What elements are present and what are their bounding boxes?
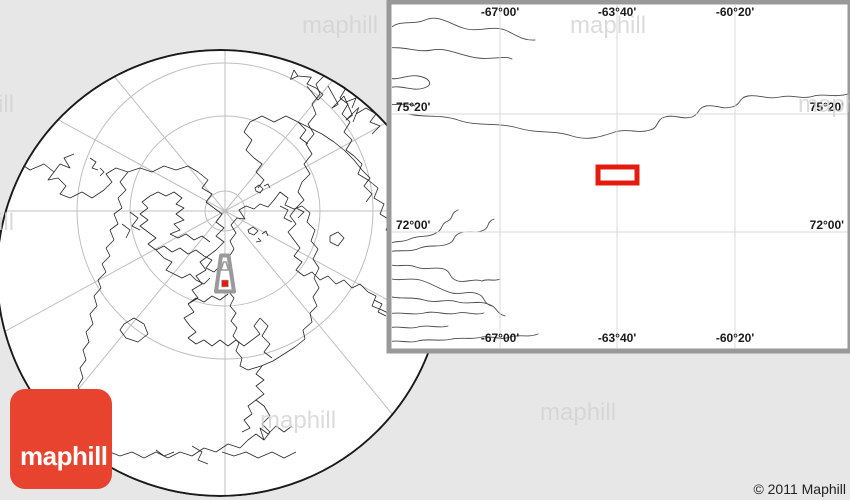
svg-text:maphill: maphill [540,399,616,426]
svg-text:72°00': 72°00' [810,218,844,232]
svg-text:-63°40': -63°40' [598,331,636,345]
svg-text:maphill: maphill [0,209,14,236]
svg-text:© 2011 Maphill: © 2011 Maphill [753,481,846,497]
svg-text:maphill: maphill [570,12,646,39]
svg-text:-67°00': -67°00' [481,5,519,19]
svg-text:maphill: maphill [302,12,378,39]
svg-text:75°20': 75°20' [396,100,430,114]
svg-text:-67°00': -67°00' [481,331,519,345]
svg-text:-60°20': -60°20' [716,331,754,345]
svg-text:maphill: maphill [20,441,108,471]
svg-text:maphill: maphill [0,91,14,118]
svg-text:-60°20': -60°20' [716,5,754,19]
svg-text:72°00': 72°00' [396,218,430,232]
svg-text:maphill: maphill [798,91,850,118]
svg-text:maphill: maphill [260,407,336,434]
